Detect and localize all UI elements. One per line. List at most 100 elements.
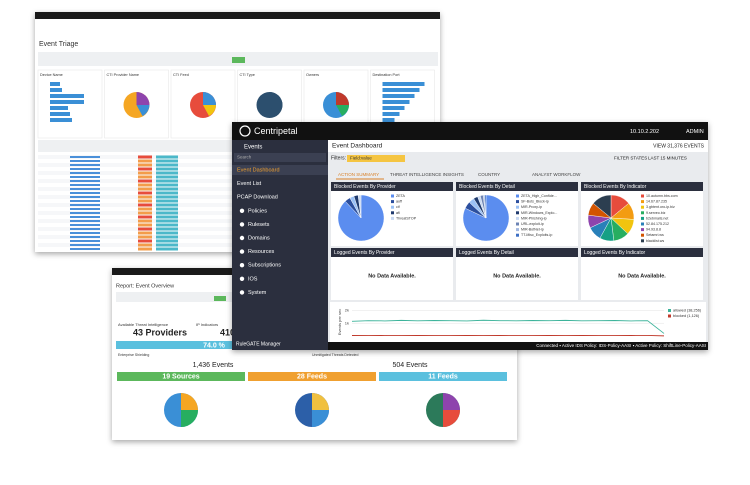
column-title: 11 Feeds (428, 373, 458, 380)
apply[interactable] (232, 57, 245, 63)
card-header (456, 248, 578, 257)
cell (138, 207, 152, 211)
bar (382, 112, 400, 116)
cell (156, 179, 178, 183)
pie-slice (203, 92, 216, 105)
nav-item[interactable]: Rulesets (248, 222, 270, 228)
card-title: Blocked Events By Indicator (584, 184, 647, 190)
legend-swatch (516, 228, 519, 232)
pie-slice (312, 410, 329, 427)
cell (156, 159, 178, 163)
nav-item[interactable]: PCAP Download (237, 195, 278, 201)
cell (70, 200, 100, 202)
pie-slice (443, 410, 460, 427)
pie-slice (203, 105, 216, 116)
cell (156, 171, 178, 175)
nav-icon (239, 276, 245, 281)
tab[interactable]: ACTION SUMMARY (338, 172, 379, 177)
legend-label: Setamri.ws (646, 233, 664, 237)
cell (156, 247, 178, 251)
legend-swatch (641, 205, 644, 209)
cell (70, 248, 100, 250)
cell (138, 195, 152, 199)
filter-chip[interactable] (347, 155, 405, 162)
cell (70, 156, 100, 158)
pie-slice (181, 393, 198, 410)
tab[interactable]: THREAT INTELLIGENCE INSIGHTS (390, 172, 464, 177)
nav-active (232, 165, 328, 175)
pie-slice (269, 92, 283, 105)
nav-icon (239, 208, 245, 213)
legend-swatch (516, 211, 519, 215)
cell (138, 159, 152, 163)
nav-events[interactable]: Events (244, 145, 262, 151)
legend-swatch (641, 222, 644, 226)
cell (138, 239, 152, 243)
legend-swatch (516, 233, 519, 237)
legend-swatch (641, 233, 644, 237)
legend-label: URL-exploit-ip (521, 222, 544, 226)
legend-label: cif (396, 205, 400, 209)
cell (138, 231, 152, 235)
y-label: Events per sec (337, 309, 342, 335)
left-section: Enterprise Shielding (118, 353, 149, 357)
cell (156, 243, 178, 247)
apply[interactable] (214, 296, 226, 301)
tab[interactable]: COUNTRY (478, 172, 500, 177)
legend-swatch (516, 222, 519, 226)
nav-item[interactable]: Event Dashboard (237, 167, 280, 173)
nav-icon (239, 263, 245, 268)
cell (70, 240, 100, 242)
nav-item[interactable]: Subscriptions (248, 263, 281, 269)
bar (50, 82, 60, 86)
nav-item[interactable]: System (248, 290, 267, 296)
providers: 43 Providers (133, 327, 187, 337)
legend-swatch (668, 314, 671, 318)
nav-item[interactable]: Event List (237, 181, 262, 187)
legend-swatch (391, 194, 394, 198)
bar (50, 118, 72, 122)
filter-states[interactable]: FILTER STATES (614, 156, 647, 161)
time[interactable]: LAST 15 MINUTES (648, 156, 687, 161)
logo (239, 125, 251, 137)
card-title: Blocked Events By Detail (459, 184, 515, 190)
cell (70, 208, 100, 210)
cell (138, 243, 152, 247)
cell (156, 155, 178, 159)
card-header (581, 182, 703, 191)
column-title: 19 Sources (162, 373, 199, 380)
cell (70, 244, 100, 246)
cell (138, 223, 152, 227)
nav-item[interactable]: IOS (248, 276, 258, 282)
bar (382, 82, 425, 86)
ti-label: Available Threat Intelligence (118, 322, 169, 327)
cell (70, 164, 100, 166)
nav-item[interactable]: Resources (248, 249, 275, 255)
topbar (35, 12, 440, 19)
legend-label: TT-Misc_Exploits-ip (521, 233, 552, 237)
cell (70, 192, 100, 194)
search[interactable]: Search (237, 155, 252, 160)
user[interactable]: ADMIN (686, 129, 704, 135)
legend-label: afl (396, 211, 400, 215)
cell (138, 155, 152, 159)
footer: RuleGATE Manager (236, 341, 281, 347)
search-box[interactable] (234, 153, 326, 162)
nav-item[interactable]: Domains (248, 235, 270, 241)
cell (138, 247, 152, 251)
cell (138, 179, 152, 183)
legend-swatch (391, 200, 394, 204)
tab[interactable]: ANALYST WORKFLOW (532, 172, 581, 177)
nav-item[interactable]: Policies (248, 208, 267, 214)
cell (70, 216, 100, 218)
pie-slice (136, 92, 150, 105)
bar (50, 106, 68, 110)
bar (382, 106, 405, 110)
filter-chip-text[interactable]: Field:value (350, 156, 372, 161)
title: Report: Event Overview (116, 283, 174, 289)
column-header (248, 372, 376, 381)
view-events[interactable]: VIEW 31,376 EVENTS (653, 143, 705, 149)
cell (138, 167, 152, 171)
legend-swatch (516, 200, 519, 204)
card-header (456, 182, 578, 191)
